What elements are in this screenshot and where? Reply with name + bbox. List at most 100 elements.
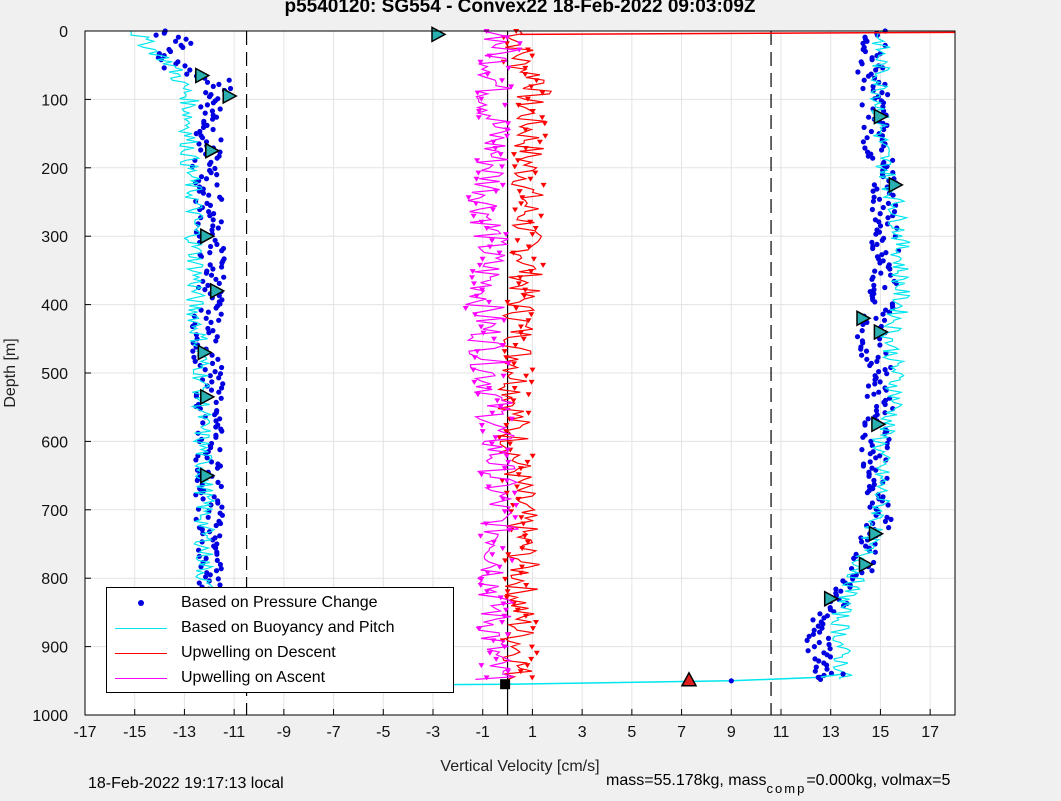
pressure-descent-point <box>196 580 202 586</box>
pressure-ascent-point <box>884 514 890 520</box>
upwelling-descent-point <box>524 459 531 465</box>
upwelling-descent-point <box>517 466 524 472</box>
upwelling-descent-point <box>529 675 536 681</box>
pressure-descent-point <box>200 420 206 426</box>
pressure-descent-point <box>199 135 206 141</box>
pressure-descent-point <box>194 477 200 483</box>
pressure-ascent-point <box>874 403 880 410</box>
descent-marker <box>197 344 213 361</box>
upwelling-ascent-point <box>465 195 472 201</box>
pressure-descent-point <box>202 287 208 293</box>
pressure-descent-point <box>207 572 213 578</box>
upwelling-ascent-point <box>499 164 505 170</box>
pressure-descent-point <box>205 514 211 520</box>
pressure-descent-point <box>211 494 217 500</box>
pressure-descent-point <box>214 155 220 161</box>
pressure-descent-point <box>218 311 224 317</box>
upwelling-ascent-point <box>500 343 506 348</box>
x-tick-label: -1 <box>476 724 490 741</box>
x-tick-label: 13 <box>822 724 840 741</box>
upwelling-descent-point <box>514 158 521 164</box>
x-tick-label: 5 <box>627 724 636 741</box>
pressure-descent-point <box>208 387 215 393</box>
pressure-ascent-point <box>877 223 884 229</box>
pressure-descent-point <box>211 211 217 217</box>
pressure-descent-point <box>161 30 167 36</box>
upwelling-descent-point <box>540 262 547 268</box>
upwelling-ascent-point <box>474 349 481 355</box>
pressure-descent-point <box>207 250 213 256</box>
upwelling-descent-point <box>517 669 524 675</box>
pressure-descent-point <box>215 576 221 582</box>
upwelling-ascent-point <box>470 367 477 373</box>
upwelling-ascent-point <box>501 613 508 619</box>
pressure-ascent-point <box>855 69 861 75</box>
upwelling-ascent-point <box>478 472 485 478</box>
upwelling-ascent-point <box>474 392 481 398</box>
pressure-ascent-point <box>860 434 866 440</box>
x-tick-label: -9 <box>277 724 291 741</box>
pressure-ascent-point <box>872 377 878 383</box>
upwelling-descent-point <box>501 349 508 355</box>
upwelling-descent-point <box>528 269 535 275</box>
upwelling-descent-point <box>520 521 527 527</box>
upwelling-ascent-point <box>483 226 490 231</box>
x-tick-label: 7 <box>677 724 686 741</box>
upwelling-descent-point <box>503 355 510 361</box>
pressure-ascent-point <box>868 128 875 135</box>
pressure-descent-point <box>221 274 227 280</box>
data-series <box>130 28 956 689</box>
pressure-ascent-point <box>875 256 882 262</box>
pressure-ascent-point <box>863 348 870 354</box>
upwelling-ascent-point <box>497 595 504 601</box>
upwelling-descent-point <box>502 558 509 564</box>
upwelling-descent-point <box>512 207 519 213</box>
mass-summary: mass=55.178kg, masscomp=0.000kg, volmax=… <box>606 772 950 796</box>
pressure-descent-point <box>205 309 211 315</box>
upwelling-descent-point <box>529 367 536 373</box>
pressure-ascent-point <box>820 621 826 627</box>
upwelling-ascent-point <box>492 146 499 151</box>
pressure-descent-point <box>182 63 188 69</box>
upwelling-descent-point <box>510 250 517 256</box>
pressure-descent-point <box>217 533 223 539</box>
pressure-ascent-point <box>821 615 827 621</box>
pressure-descent-point <box>173 61 179 67</box>
upwelling-descent-point <box>525 410 532 416</box>
pressure-descent-point <box>212 237 218 243</box>
pressure-ascent-point <box>878 270 884 276</box>
pressure-ascent-point <box>872 381 878 387</box>
pressure-ascent-point <box>869 568 875 574</box>
upwelling-descent-point <box>511 152 517 158</box>
x-tick-label: -17 <box>73 724 96 741</box>
ascent-marker <box>888 176 904 194</box>
pressure-descent-point <box>219 504 225 510</box>
upwelling-ascent-point <box>512 515 519 521</box>
upwelling-descent-point <box>515 472 522 478</box>
upwelling-ascent-point <box>504 447 511 453</box>
pressure-descent-point <box>208 170 214 176</box>
pressure-ascent-point <box>872 268 878 274</box>
ascent-marker <box>858 556 875 573</box>
pressure-descent-point <box>209 227 215 233</box>
pressure-ascent-point <box>888 272 894 278</box>
upwelling-descent-point <box>528 644 535 650</box>
pressure-descent-point <box>217 371 224 377</box>
pressure-descent-point <box>212 369 218 375</box>
upwelling-descent-point <box>505 552 512 558</box>
upwelling-ascent-point <box>474 90 481 96</box>
turnaround-marker <box>500 679 511 690</box>
pressure-ascent-point <box>871 194 877 200</box>
pressure-ascent-point <box>883 250 889 256</box>
direction-markers <box>195 26 904 690</box>
pressure-ascent-point <box>872 549 878 555</box>
pressure-descent-point <box>193 457 199 463</box>
upwelling-ascent-point <box>478 96 485 102</box>
pressure-ascent-point <box>869 239 875 245</box>
upwelling-descent-point <box>517 275 524 281</box>
pressure-descent-point <box>219 260 225 266</box>
pressure-ascent-point <box>862 145 868 151</box>
pressure-descent-point <box>188 40 194 46</box>
pressure-ascent-point <box>871 477 877 483</box>
pressure-ascent-point <box>864 356 870 362</box>
